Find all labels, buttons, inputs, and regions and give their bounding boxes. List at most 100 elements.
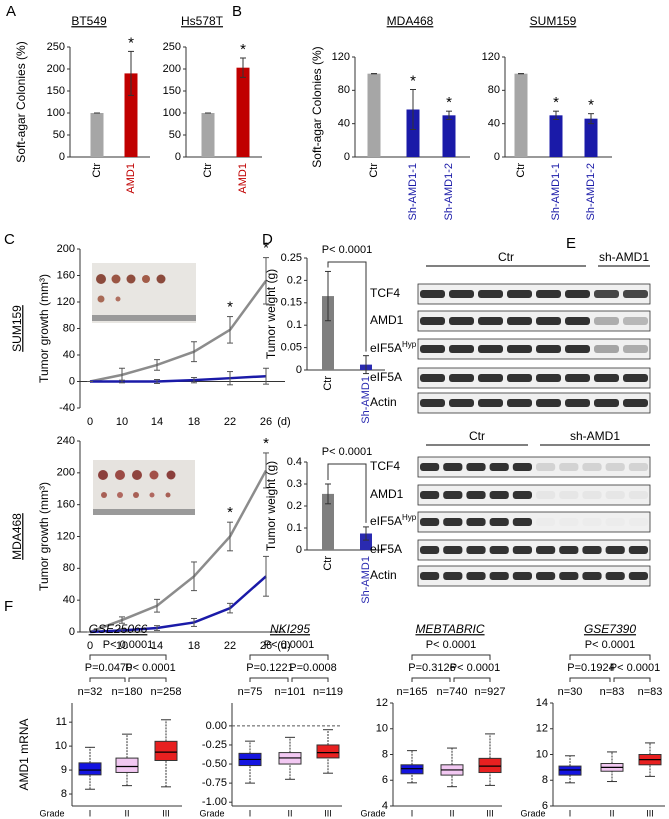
x-unit: (d)	[277, 640, 290, 652]
blot-strip	[417, 367, 651, 389]
blot-band	[565, 374, 590, 382]
y-tick-label: 250	[163, 41, 181, 53]
y-tick-label: 12	[376, 697, 388, 709]
bar	[360, 533, 372, 550]
tumor-photo	[92, 263, 196, 323]
bar	[322, 493, 334, 550]
side-label: MDA468	[10, 513, 24, 560]
x-tick-label: Ctr	[515, 163, 527, 178]
blot-band	[478, 290, 503, 298]
p-value: P< 0.0001	[125, 662, 175, 674]
blot-band	[536, 518, 555, 526]
bracket	[411, 654, 491, 660]
row-label-text: eIF5A	[370, 542, 402, 556]
y-tick-label: 80	[338, 84, 350, 96]
blot-band	[623, 374, 648, 382]
row-label-text: AMD1	[370, 313, 404, 327]
line-series	[89, 280, 268, 383]
blot-band	[512, 491, 532, 499]
blot-band	[420, 317, 445, 325]
panel-label: F	[4, 598, 13, 615]
blot-band	[420, 572, 440, 580]
row-label: eIF5A	[370, 370, 402, 384]
blot-band	[594, 374, 619, 382]
row-label-text: eIF5A	[370, 514, 402, 528]
bracket	[89, 677, 126, 682]
y-tick-label: 8	[382, 748, 388, 760]
blot-band	[478, 399, 503, 407]
blot-band	[449, 399, 474, 407]
y-tick-label: 150	[47, 85, 65, 97]
significance-star: *	[227, 299, 233, 316]
bar	[236, 67, 250, 157]
y-tick-label: 120	[482, 51, 500, 63]
n-label: n=101	[275, 686, 306, 698]
significance-star: *	[128, 34, 134, 51]
row-label-sup: Hyp	[402, 513, 417, 522]
blot-band	[512, 518, 532, 526]
box	[478, 757, 502, 774]
y-tick-label: 240	[57, 435, 75, 447]
box	[558, 765, 582, 776]
y-tick-label: 200	[57, 467, 75, 479]
blot-band	[512, 572, 532, 580]
blot-band	[420, 518, 440, 526]
x-axis-label: Grade	[360, 808, 385, 818]
blot-band	[606, 518, 625, 526]
blot-band	[443, 518, 463, 526]
x-tick-label: 14	[151, 416, 163, 428]
row-label: TCF4	[370, 459, 400, 473]
bar	[514, 73, 528, 157]
blot-band	[420, 374, 445, 382]
x-tick-label: III	[162, 808, 170, 818]
chart-title: MDA468	[387, 14, 434, 28]
p-value: P< 0.0001	[322, 244, 372, 256]
blot-band	[507, 399, 532, 407]
y-tick-label: 14	[536, 697, 548, 709]
blot-band	[420, 463, 440, 471]
y-tick-label: 120	[57, 530, 75, 542]
n-label: n=740	[437, 686, 468, 698]
blot-strip	[417, 511, 651, 533]
y-tick-label: 10	[376, 723, 388, 735]
y-tick-label: 8	[542, 774, 548, 786]
panel-label: A	[6, 3, 16, 20]
bar	[322, 296, 334, 370]
y-tick-label: 100	[47, 107, 65, 119]
x-tick-label: II	[449, 808, 454, 818]
y-tick-label: -40	[59, 402, 75, 414]
y-axis-label: Tumor growth (mm³)	[37, 482, 51, 591]
bracket	[128, 677, 167, 682]
n-label: n=32	[78, 686, 103, 698]
x-tick-label: 26	[260, 640, 272, 652]
n-label: n=180	[112, 686, 143, 698]
blot-band	[582, 518, 601, 526]
x-axis-label: Grade	[520, 808, 545, 818]
bar	[367, 73, 381, 157]
group-label: sh-AMD1	[570, 429, 620, 443]
y-tick-label: 0	[59, 151, 65, 163]
y-tick-label: 80	[63, 322, 75, 334]
blot-band	[559, 518, 578, 526]
chart-title: MEBTABRIC	[415, 622, 484, 636]
x-tick-label: AMD1	[125, 163, 137, 194]
blot-band	[466, 518, 486, 526]
blot-band	[605, 572, 625, 580]
blot-strip	[417, 283, 651, 305]
blot-band	[489, 572, 509, 580]
p-value: P=0.3126	[408, 662, 455, 674]
blot-band	[507, 345, 532, 353]
bracket	[249, 654, 329, 660]
blot-band	[536, 345, 561, 353]
y-tick-label: 40	[63, 349, 75, 361]
y-tick-label: 80	[488, 84, 500, 96]
bar	[406, 109, 420, 157]
blot-band	[565, 317, 590, 325]
group-label: sh-AMD1	[599, 250, 649, 264]
x-tick-label: 0	[87, 416, 93, 428]
blot-band	[466, 463, 486, 471]
significance-star: *	[263, 240, 269, 257]
blot-band	[594, 345, 619, 353]
